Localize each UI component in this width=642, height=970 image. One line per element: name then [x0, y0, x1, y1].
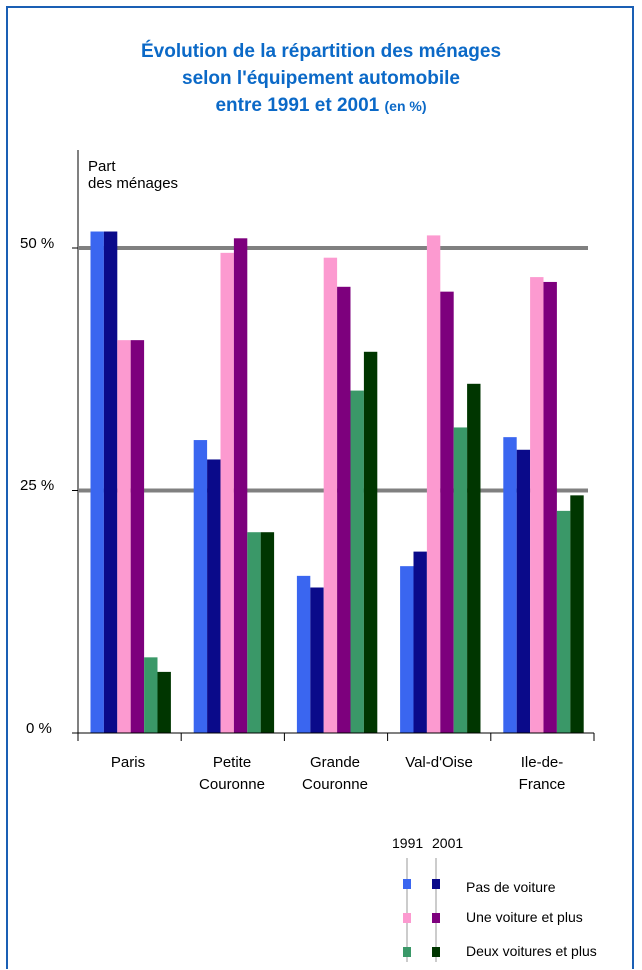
bar-series5-cat4: [570, 495, 584, 733]
bar-series2-cat0: [117, 340, 131, 733]
bar-series5-cat2: [363, 351, 378, 733]
category-label-petite-couronne: Petite Couronne: [199, 754, 265, 793]
y-tick-0: 0 %: [26, 720, 52, 737]
legend-label-deux-voitures: Deux voitures et plus: [466, 943, 597, 959]
bar-series4-cat2: [350, 390, 364, 733]
bar-series2-cat3: [426, 235, 441, 733]
bar-series4-cat0: [144, 657, 158, 733]
bar-series1-cat1: [207, 459, 221, 733]
bar-series2-cat1: [220, 252, 234, 733]
bar-series1-cat4: [516, 449, 531, 733]
bar-series3-cat2: [337, 286, 351, 733]
y-axis-title-line2: des ménages: [88, 175, 179, 192]
category-label-val-d-oise: Val-d'Oise: [405, 754, 473, 771]
legend-swatch-2001-row1: [432, 913, 440, 923]
category-label-paris: Paris: [110, 754, 146, 771]
bar-series3-cat4: [543, 281, 557, 733]
bar-series4-cat1: [247, 532, 261, 733]
legend-swatch-1991-row1: [403, 913, 411, 923]
y-tick-50: 50 %: [20, 235, 55, 252]
legend-label-pas-de-voiture: Pas de voiture: [466, 879, 556, 895]
chart-title-line3: entre 1991 et 2001 (en %): [0, 92, 642, 120]
category-label-ile-de-france: Ile-de- France: [518, 754, 566, 793]
legend-label-une-voiture: Une voiture et plus: [466, 909, 583, 925]
chart-title-unit: (en %): [384, 98, 427, 114]
bar-series1-cat3: [413, 551, 427, 733]
chart-title-line2: selon l'équipement automobile: [182, 68, 460, 89]
y-axis-title-line1: Part: [88, 158, 116, 175]
bar-series4-cat3: [453, 427, 468, 733]
legend-swatch-1991-row2: [403, 947, 411, 957]
chart-title-line1: Évolution de la répartition des ménages: [140, 41, 502, 62]
bar-series0-cat4: [503, 437, 517, 733]
bar-series3-cat3: [440, 291, 454, 733]
category-label-grande-couronne: Grande Couronne: [302, 754, 368, 793]
bar-series0-cat2: [296, 575, 311, 733]
bar-series2-cat4: [530, 277, 544, 733]
bar-series0-cat3: [400, 566, 414, 733]
chart-title-main: entre 1991 et 2001: [215, 95, 380, 116]
bar-series5-cat0: [157, 671, 171, 733]
bar-series5-cat1: [260, 532, 275, 733]
legend-swatch-1991-row0: [403, 879, 411, 889]
bar-series3-cat0: [130, 340, 145, 733]
bar-series1-cat2: [310, 587, 324, 733]
bar-series5-cat3: [467, 383, 481, 733]
legend-year-1991: 1991: [392, 835, 424, 851]
y-tick-25: 25 %: [20, 477, 55, 494]
bar-series0-cat0: [90, 231, 104, 733]
bar-series1-cat0: [103, 231, 118, 733]
bar-series0-cat1: [193, 440, 208, 733]
legend-swatch-2001-row0: [432, 879, 440, 889]
legend-year-2001: 2001: [432, 835, 464, 851]
bar-series4-cat4: [556, 510, 571, 733]
bar-series3-cat1: [233, 238, 248, 734]
legend-swatch-2001-row2: [432, 947, 440, 957]
bar-series2-cat2: [323, 257, 338, 733]
